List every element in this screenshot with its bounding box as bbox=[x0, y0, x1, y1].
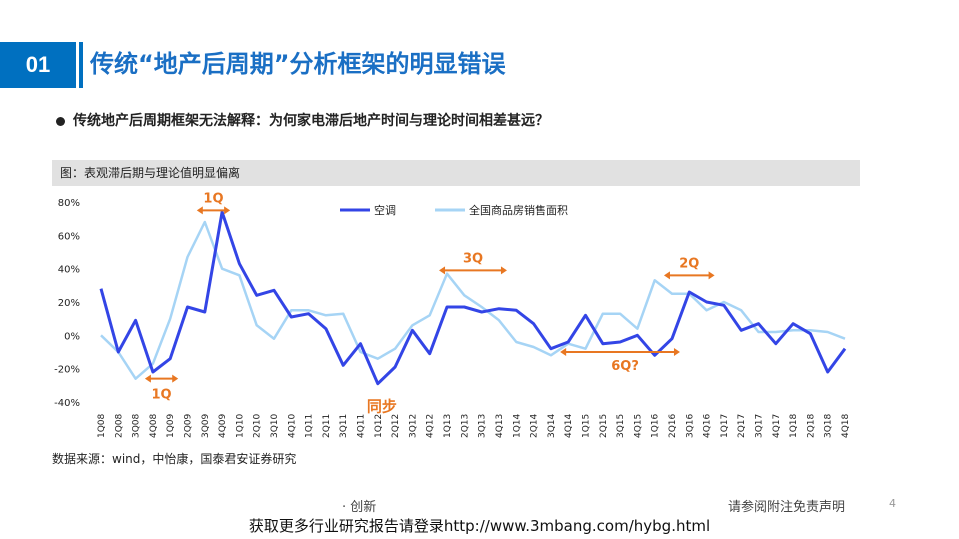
section-number-badge: 01 bbox=[0, 42, 76, 88]
x-tick-label: 2Q15 bbox=[599, 414, 609, 438]
annotation-label: 3Q bbox=[463, 251, 483, 266]
annotation-arrowhead bbox=[560, 348, 567, 356]
x-tick-label: 4Q11 bbox=[357, 414, 367, 438]
bullet-text: 传统地产后周期框架无法解释：为何家电滞后地产时间与理论时间相差甚远？ bbox=[73, 113, 549, 129]
x-tick-label: 4Q16 bbox=[703, 413, 713, 438]
x-tick-label: 3Q15 bbox=[616, 414, 626, 438]
disclaimer-link[interactable]: 请参阅附注免责声明 bbox=[728, 500, 846, 515]
series-line-ac bbox=[99, 210, 847, 386]
x-tick-label: 3Q13 bbox=[478, 414, 488, 438]
x-tick-label: 2Q16 bbox=[668, 413, 678, 438]
x-tick-label: 4Q09 bbox=[218, 413, 228, 438]
annotation-label: 6Q? bbox=[611, 359, 639, 374]
y-tick-label: 60% bbox=[58, 231, 80, 242]
x-tick-label: 3Q08 bbox=[132, 413, 142, 438]
y-tick-label: 20% bbox=[58, 298, 80, 309]
chart-caption: 图：表观滞后期与理论值明显偏离 bbox=[60, 166, 241, 180]
x-tick-label: 3Q09 bbox=[201, 413, 211, 438]
annotation-arrowhead bbox=[196, 206, 203, 215]
page-title: 传统“地产后周期”分析框架的明显错误 bbox=[90, 50, 506, 78]
x-tick-label: 3Q10 bbox=[270, 413, 280, 438]
annotation-label: 1Q bbox=[203, 191, 223, 206]
x-tick-label: 4Q15 bbox=[633, 414, 643, 438]
annotation-arrowhead bbox=[708, 271, 715, 280]
watermark-text: 获取更多行业研究报告请登录http://www.3mbang.com/hybg.… bbox=[248, 517, 711, 535]
x-tick-label: 3Q16 bbox=[685, 413, 695, 438]
y-tick-label: -20% bbox=[54, 365, 80, 376]
x-tick-label: 1Q14 bbox=[512, 413, 522, 438]
annotation-arrowhead bbox=[663, 271, 670, 280]
annotation-arrowhead bbox=[224, 206, 231, 215]
annotation-label: 2Q bbox=[679, 256, 699, 271]
x-tick-label: 1Q11 bbox=[305, 414, 315, 438]
x-tick-label: 1Q10 bbox=[235, 413, 245, 438]
y-tick-label: 40% bbox=[58, 265, 80, 276]
x-tick-label: 4Q12 bbox=[426, 414, 436, 438]
annotation-arrowhead bbox=[500, 266, 507, 275]
x-tick-label: 2Q08 bbox=[114, 413, 124, 438]
x-tick-label: 2Q11 bbox=[322, 414, 332, 438]
annotation-arrowhead bbox=[439, 266, 446, 275]
x-tick-label: 1Q09 bbox=[166, 413, 176, 438]
section-number: 01 bbox=[25, 52, 51, 77]
page-number: 4 bbox=[889, 497, 896, 510]
x-tick-label: 1Q16 bbox=[651, 413, 661, 438]
y-tick-label: 0% bbox=[64, 331, 80, 342]
x-tick-label: 1Q17 bbox=[720, 414, 730, 438]
x-tick-label: 1Q18 bbox=[789, 413, 799, 438]
x-tick-label: 3Q17 bbox=[754, 414, 764, 438]
x-tick-label: 4Q13 bbox=[495, 414, 505, 438]
x-tick-label: 1Q12 bbox=[374, 414, 384, 438]
x-tick-label: 1Q08 bbox=[97, 413, 107, 438]
annotation-arrowhead bbox=[144, 374, 151, 383]
x-tick-label: 3Q12 bbox=[408, 414, 418, 438]
annotation-arrowhead bbox=[673, 348, 680, 356]
x-tick-label: 2Q17 bbox=[737, 414, 747, 438]
bullet-point: 传统地产后周期框架无法解释：为何家电滞后地产时间与理论时间相差甚远？ bbox=[56, 110, 549, 130]
series-line-area bbox=[100, 220, 846, 380]
y-tick-label: 80% bbox=[58, 198, 80, 209]
data-source: 数据来源：wind，中怡康，国泰君安证券研究 bbox=[52, 452, 297, 466]
annotation-label: 1Q bbox=[152, 388, 172, 403]
x-tick-label: 2Q13 bbox=[460, 414, 470, 438]
line-chart: -40% -20% 0% 20% 40% 60% 80% 1Q08 2Q08 3Q08 4Q08 1Q… bbox=[54, 191, 851, 438]
x-tick-label: 2Q14 bbox=[530, 413, 540, 438]
annotation-arrowhead bbox=[172, 374, 179, 383]
x-tick-label: 2Q09 bbox=[184, 413, 194, 438]
x-tick-label: 3Q18 bbox=[824, 413, 834, 438]
x-tick-label: 4Q08 bbox=[149, 413, 159, 438]
x-tick-label: 2Q18 bbox=[806, 413, 816, 438]
x-tick-label: 4Q17 bbox=[772, 414, 782, 438]
legend-label: 空调 bbox=[374, 203, 396, 217]
chart-caption-bar bbox=[52, 160, 860, 186]
legend-label: 全国商品房销售面积 bbox=[469, 203, 568, 217]
x-tick-label: 2Q10 bbox=[253, 413, 263, 438]
x-tick-label: 1Q13 bbox=[443, 414, 453, 438]
annotation-label: 同步 bbox=[367, 398, 397, 416]
x-tick-label: 4Q10 bbox=[287, 413, 297, 438]
x-tick-label: 4Q18 bbox=[841, 413, 851, 438]
x-tick-label: 1Q15 bbox=[581, 414, 591, 438]
y-tick-label: -40% bbox=[54, 398, 80, 409]
x-tick-label: 4Q14 bbox=[564, 413, 574, 438]
x-tick-label: 3Q11 bbox=[339, 414, 349, 438]
footer-tag: · 创新 bbox=[342, 500, 377, 515]
x-tick-label: 3Q14 bbox=[547, 413, 557, 438]
title-divider bbox=[79, 42, 83, 88]
x-tick-label: 2Q12 bbox=[391, 414, 401, 438]
bullet-dot-icon bbox=[56, 116, 65, 126]
